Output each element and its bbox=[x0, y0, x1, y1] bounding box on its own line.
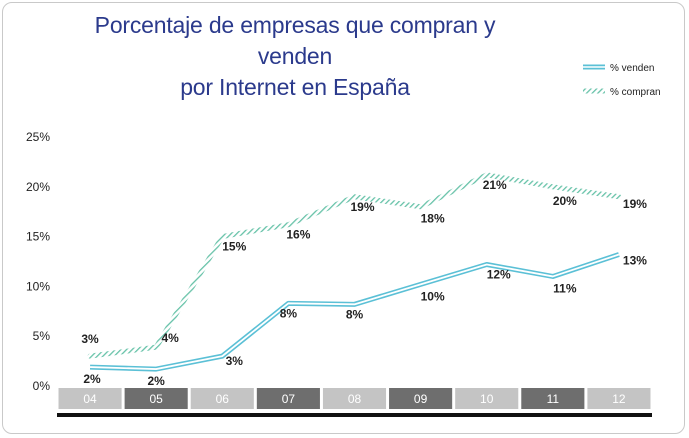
data-labels: 3% 4% 15% 16% 19% 18% 21% 20% 19% 2% 2% 3% 8% 8% 10% 12… bbox=[81, 178, 647, 388]
y-axis: 0% 5% 10% 15% 20% 25% bbox=[26, 130, 50, 393]
data-label-venden: 8% bbox=[346, 307, 364, 321]
x-tick-label: 12 bbox=[612, 392, 626, 406]
legend-item-compran: % compran bbox=[583, 87, 661, 98]
chart-title-line-1: Porcentaje de empresas que compran y ven… bbox=[94, 12, 496, 69]
legend: % venden % compran bbox=[583, 63, 661, 98]
y-tick-label: 25% bbox=[26, 130, 50, 144]
data-label-venden: 10% bbox=[421, 289, 445, 303]
chart-frame bbox=[2, 2, 685, 434]
x-tick-label: 11 bbox=[547, 392, 560, 406]
x-tick-label: 07 bbox=[282, 392, 296, 406]
data-label-venden: 11% bbox=[553, 281, 577, 295]
data-label-venden: 3% bbox=[226, 354, 244, 368]
x-category-box bbox=[587, 388, 651, 409]
chart-title-line-2: por Internet en España bbox=[180, 74, 410, 100]
chart-title: Porcentaje de empresas que compran y ven… bbox=[60, 10, 530, 103]
legend-item-venden: % venden bbox=[583, 63, 654, 74]
series-layer bbox=[87, 172, 622, 372]
data-label-compran: 16% bbox=[286, 228, 310, 242]
x-tick-label: 09 bbox=[414, 392, 428, 406]
data-label-compran: 19% bbox=[350, 200, 374, 214]
x-tick-label: 06 bbox=[216, 392, 230, 406]
legend-label-venden: % venden bbox=[610, 63, 654, 74]
x-tick-label: 10 bbox=[480, 392, 494, 406]
x-tick-label: 04 bbox=[83, 392, 97, 406]
series-line-compran bbox=[87, 172, 622, 359]
data-label-compran: 21% bbox=[483, 178, 507, 192]
x-category-box bbox=[190, 388, 254, 409]
data-label-compran: 20% bbox=[553, 194, 577, 208]
data-label-venden: 2% bbox=[83, 372, 101, 386]
data-label-compran: 4% bbox=[161, 331, 179, 345]
x-category-box bbox=[256, 388, 320, 409]
x-category-box bbox=[58, 388, 122, 409]
y-tick-label: 5% bbox=[33, 329, 51, 343]
data-label-venden: 12% bbox=[487, 267, 511, 281]
y-tick-label: 10% bbox=[26, 279, 50, 293]
y-tick-label: 0% bbox=[33, 379, 51, 393]
x-axis-baseline bbox=[57, 413, 652, 417]
legend-label-compran: % compran bbox=[610, 87, 661, 98]
x-category-box bbox=[521, 388, 585, 409]
data-label-compran: 15% bbox=[222, 240, 246, 254]
data-label-venden: 13% bbox=[623, 254, 647, 268]
x-tick-label: 08 bbox=[348, 392, 362, 406]
data-label-compran: 19% bbox=[623, 197, 647, 211]
x-category-box bbox=[322, 388, 387, 409]
x-axis: 04 05 06 07 08 09 10 11 12 bbox=[57, 388, 652, 417]
series-line-venden-inner bbox=[90, 253, 620, 370]
series-line-venden bbox=[89, 252, 620, 372]
x-category-box bbox=[124, 388, 188, 409]
x-category-box bbox=[389, 388, 453, 409]
data-label-compran: 3% bbox=[81, 332, 99, 346]
data-label-venden: 2% bbox=[147, 374, 165, 388]
x-tick-label: 05 bbox=[149, 392, 163, 406]
y-tick-label: 20% bbox=[26, 180, 50, 194]
x-category-box bbox=[455, 388, 519, 409]
data-label-venden: 8% bbox=[280, 306, 298, 320]
data-label-compran: 18% bbox=[421, 212, 445, 226]
y-tick-label: 15% bbox=[26, 230, 50, 244]
